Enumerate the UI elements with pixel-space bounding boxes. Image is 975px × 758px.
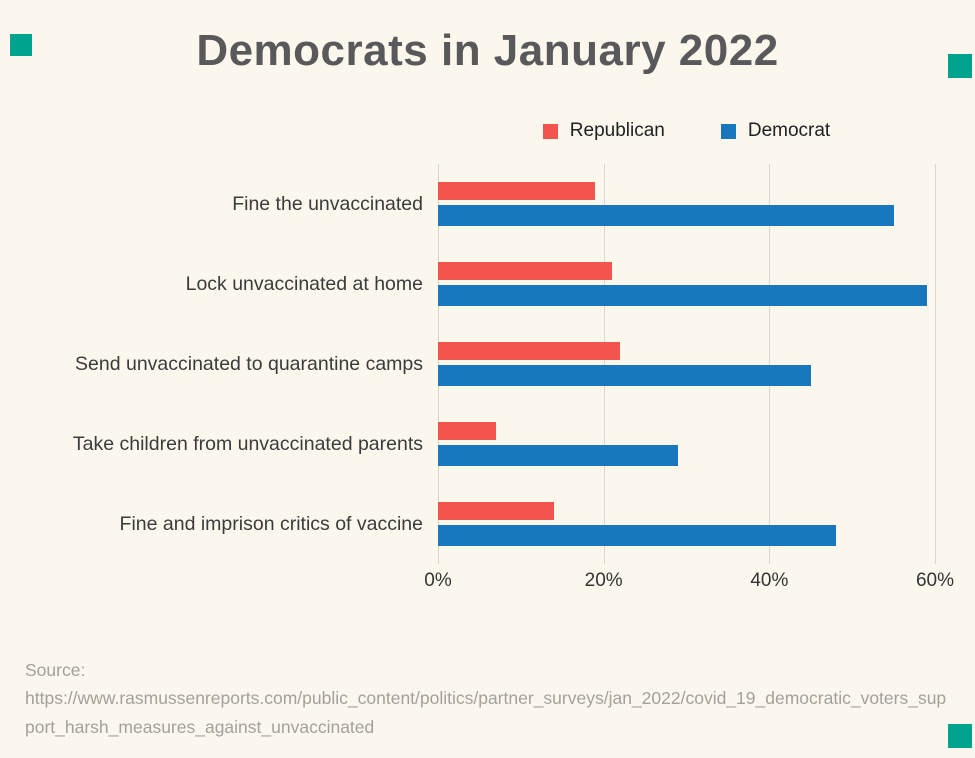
bar-chart: Fine the unvaccinated Lock unvaccinated a… (0, 164, 975, 564)
legend-item-democrat: Democrat (720, 120, 831, 142)
bar-democrat (438, 445, 679, 466)
gridline (769, 164, 771, 564)
gridline (438, 164, 439, 564)
chart-row: Send unvaccinated to quarantine camps (0, 324, 975, 404)
x-axis: 0% 20% 40% 60% (424, 570, 954, 598)
category-label: Take children from unvaccinated parents (72, 432, 423, 455)
gridlines (438, 164, 936, 564)
bar-democrat (438, 365, 811, 386)
bar-republican (438, 342, 621, 360)
source-label: Source: (25, 660, 86, 680)
legend-swatch-republican (542, 123, 558, 139)
source-note: Source: https://www.rasmussenreports.com… (25, 656, 953, 741)
legend-label-democrat: Democrat (747, 120, 831, 141)
legend-swatch-democrat (720, 123, 736, 139)
source-url: https://www.rasmussenreports.com/public_… (25, 688, 947, 737)
category-label: Lock unvaccinated at home (185, 272, 423, 295)
category-label: Fine and imprison critics of vaccine (119, 512, 423, 535)
bar-republican (438, 182, 596, 200)
gridline (603, 164, 605, 564)
bar-democrat (438, 205, 894, 226)
chart-rows: Fine the unvaccinated Lock unvaccinated a… (0, 164, 975, 564)
legend-label-republican: Republican (569, 120, 665, 141)
bar-republican (438, 262, 612, 280)
x-tick-label: 20% (584, 570, 623, 591)
gridline (935, 164, 936, 564)
bar-republican (438, 502, 554, 520)
chart-title: Democrats in January 2022 (196, 26, 779, 75)
chart-row: Take children from unvaccinated parents (0, 404, 975, 484)
bar-democrat (438, 525, 836, 546)
legend: Republican Democrat (438, 120, 935, 142)
category-label: Send unvaccinated to quarantine camps (75, 352, 423, 375)
bar-republican (438, 422, 496, 440)
legend-item-republican: Republican (542, 120, 665, 142)
bar-group (438, 422, 935, 466)
chart-row: Fine the unvaccinated (0, 164, 975, 244)
bar-group (438, 502, 935, 546)
x-tick-label: 40% (750, 570, 789, 591)
bar-group (438, 342, 935, 386)
chart-row: Fine and imprison critics of vaccine (0, 484, 975, 564)
x-tick-label: 60% (915, 570, 955, 591)
bar-group (438, 182, 935, 226)
bar-group (438, 262, 935, 306)
decor-corner-square-top-left (10, 34, 32, 56)
x-tick-label: 0% (424, 570, 452, 591)
decor-corner-square-top-right (948, 54, 972, 78)
chart-row: Lock unvaccinated at home (0, 244, 975, 324)
category-label: Fine the unvaccinated (232, 192, 423, 215)
bar-democrat (438, 285, 927, 306)
